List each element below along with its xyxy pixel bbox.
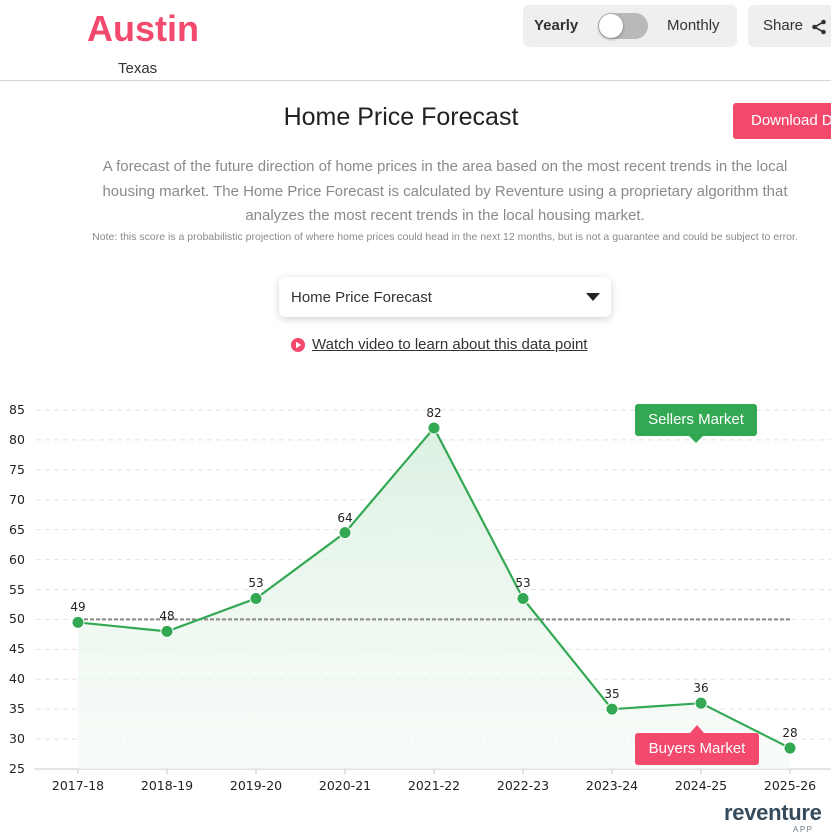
chart-canvas xyxy=(34,409,831,774)
toggle-label-monthly[interactable]: Monthly xyxy=(667,17,720,34)
y-axis-tick: 45 xyxy=(9,641,25,657)
y-axis-tick: 35 xyxy=(9,701,25,717)
sellers-market-badge: Sellers Market xyxy=(635,404,757,436)
reventure-logo: reventure xyxy=(724,800,822,825)
share-button[interactable]: Share xyxy=(748,5,831,47)
data-point-label: 28 xyxy=(782,726,798,741)
x-axis-tick: 2017-18 xyxy=(51,778,105,793)
yearly-monthly-switch[interactable] xyxy=(598,13,648,39)
home-price-forecast-chart: 85 80 75 70 65 60 55 50 45 40 35 30 25 2017-18 49 2018-… xyxy=(0,395,831,795)
yearly-monthly-toggle-group: Yearly Monthly xyxy=(523,5,737,47)
metric-select-value: Home Price Forecast xyxy=(291,289,432,306)
description-text: A forecast of the future direction of ho… xyxy=(102,158,788,224)
y-axis-tick: 65 xyxy=(9,521,25,537)
state-name: Texas xyxy=(118,60,158,77)
data-point-label: 53 xyxy=(248,576,264,591)
y-axis-tick: 80 xyxy=(9,431,25,447)
x-axis-tick: 2023-24 xyxy=(585,778,639,793)
data-point-label: 48 xyxy=(159,609,175,624)
share-label: Share xyxy=(763,17,804,34)
buyers-market-badge: Buyers Market xyxy=(635,733,759,765)
toggle-label-yearly[interactable]: Yearly xyxy=(534,17,579,34)
data-point-label: 35 xyxy=(604,687,620,702)
share-icon xyxy=(812,19,826,35)
data-point-label: 53 xyxy=(515,576,531,591)
watch-video-text: Watch video to learn about this data poi… xyxy=(312,336,588,353)
city-name: Austin xyxy=(87,8,199,49)
note-text: Note: this score is a probabilistic proj… xyxy=(92,231,798,243)
switch-knob[interactable] xyxy=(599,14,623,38)
data-point-label: 49 xyxy=(70,600,86,615)
sellers-arrow-down-icon xyxy=(689,436,703,443)
buyers-arrow-up-icon xyxy=(690,725,704,733)
x-axis-tick: 2021-22 xyxy=(407,778,461,793)
data-point-label: 36 xyxy=(693,681,709,696)
y-axis-tick: 55 xyxy=(9,581,25,597)
y-axis-tick: 50 xyxy=(9,611,25,627)
reventure-logo-sub: APP xyxy=(793,825,814,834)
y-axis-tick: 30 xyxy=(9,731,25,747)
y-axis-tick: 70 xyxy=(9,491,25,507)
y-axis-tick: 40 xyxy=(9,671,25,687)
x-axis-tick: 2018-19 xyxy=(140,778,194,793)
x-axis-tick: 2019-20 xyxy=(229,778,283,793)
y-axis-tick: 85 xyxy=(9,402,25,417)
y-axis-tick: 75 xyxy=(9,461,25,477)
data-point-label: 64 xyxy=(337,510,353,525)
metric-select[interactable]: Home Price Forecast xyxy=(279,277,611,317)
x-axis-tick: 2022-23 xyxy=(496,778,550,793)
data-point-label: 82 xyxy=(426,405,442,420)
x-axis-tick: 2025-26 xyxy=(763,778,817,793)
y-axis-tick: 25 xyxy=(9,761,25,776)
header: Austin Texas Yearly Monthly Share xyxy=(0,0,831,81)
caret-down-icon xyxy=(586,293,600,301)
x-axis-tick: 2020-21 xyxy=(318,778,372,793)
play-circle-icon xyxy=(291,338,305,352)
page-title: Home Price Forecast xyxy=(283,103,519,131)
download-data-button[interactable]: Download D xyxy=(733,103,831,139)
x-axis-tick: 2024-25 xyxy=(674,778,728,793)
y-axis-tick: 60 xyxy=(9,551,25,567)
